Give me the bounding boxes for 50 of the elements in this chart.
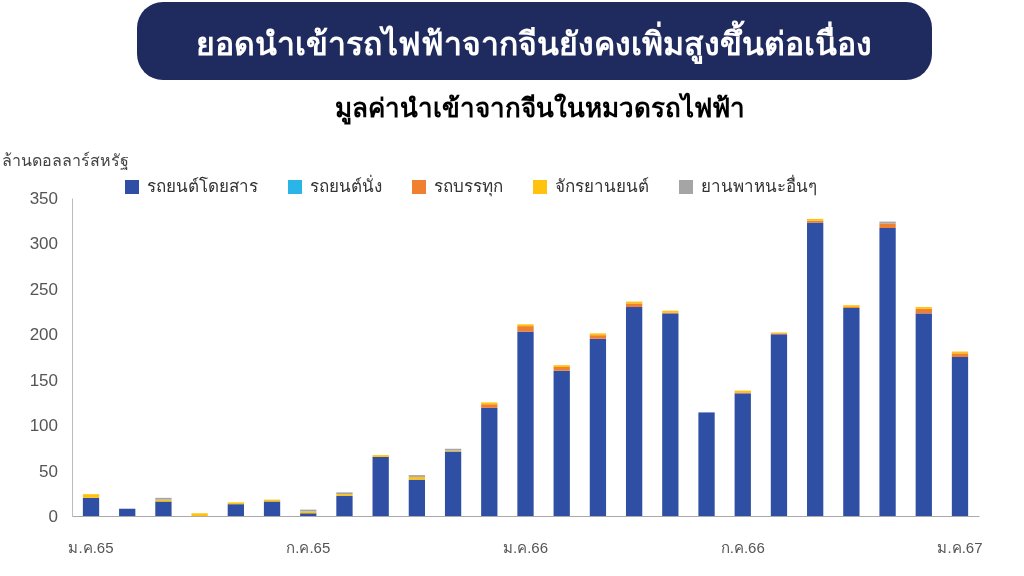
bar xyxy=(553,370,570,516)
bar xyxy=(879,223,896,228)
bar xyxy=(589,338,607,516)
legend-label: จักรยานยนต์ xyxy=(555,176,649,196)
bar xyxy=(481,407,498,516)
bar xyxy=(879,227,896,516)
y-tick-label: 100 xyxy=(29,416,58,436)
bar xyxy=(553,366,570,371)
bar xyxy=(444,451,462,516)
bar xyxy=(698,412,715,516)
bar xyxy=(951,357,969,516)
bar xyxy=(82,497,100,516)
bar xyxy=(807,222,824,516)
y-tick-label: 250 xyxy=(29,279,58,299)
bar xyxy=(517,331,534,516)
y-tick-label: 0 xyxy=(48,506,58,526)
y-tick-label: 150 xyxy=(29,370,58,390)
x-tick-label: ม.ค.66 xyxy=(502,538,549,556)
y-axis-title: ล้านดอลลาร์สหรัฐ xyxy=(2,151,129,170)
x-tick-label: ม.ค.65 xyxy=(68,538,114,556)
legend-label: ยานพาหนะอื่นๆ xyxy=(701,174,817,196)
x-tick-label: ม.ค.67 xyxy=(937,538,983,556)
chart-title: ยอดนำเข้ารถไฟฟ้าจากจีนยังคงเพิ่มสูงขึ้นต่อเนื่อง xyxy=(196,20,872,65)
bar xyxy=(191,513,208,516)
bar xyxy=(336,496,353,516)
x-tick-label: ก.ค.65 xyxy=(286,538,331,556)
y-tick-label: 350 xyxy=(29,188,58,208)
bar xyxy=(263,501,281,516)
legend-label: รถบรรทุก xyxy=(434,176,503,197)
bar xyxy=(915,313,932,516)
bar xyxy=(82,494,100,498)
bar xyxy=(734,393,751,516)
bar xyxy=(625,307,643,516)
y-tick-label: 50 xyxy=(39,461,58,481)
legend-label: รถยนต์โดยสาร xyxy=(147,176,258,196)
bar xyxy=(372,456,389,516)
y-tick-label: 300 xyxy=(29,234,58,254)
bar xyxy=(119,508,136,516)
bar xyxy=(408,479,426,516)
x-tick-label: ก.ค.66 xyxy=(720,538,765,556)
bar xyxy=(625,303,643,308)
y-tick-label: 200 xyxy=(29,325,58,345)
bar xyxy=(662,313,679,516)
bar xyxy=(517,326,534,332)
legend-label: รถยนต์นั่ง xyxy=(310,174,382,196)
chart-subtitle: มูลค่านำเข้าจากจีนในหมวดรถไฟฟ้า xyxy=(335,92,745,125)
bar xyxy=(155,501,172,516)
bar xyxy=(843,307,860,516)
bar xyxy=(770,334,788,516)
bar xyxy=(227,504,244,516)
